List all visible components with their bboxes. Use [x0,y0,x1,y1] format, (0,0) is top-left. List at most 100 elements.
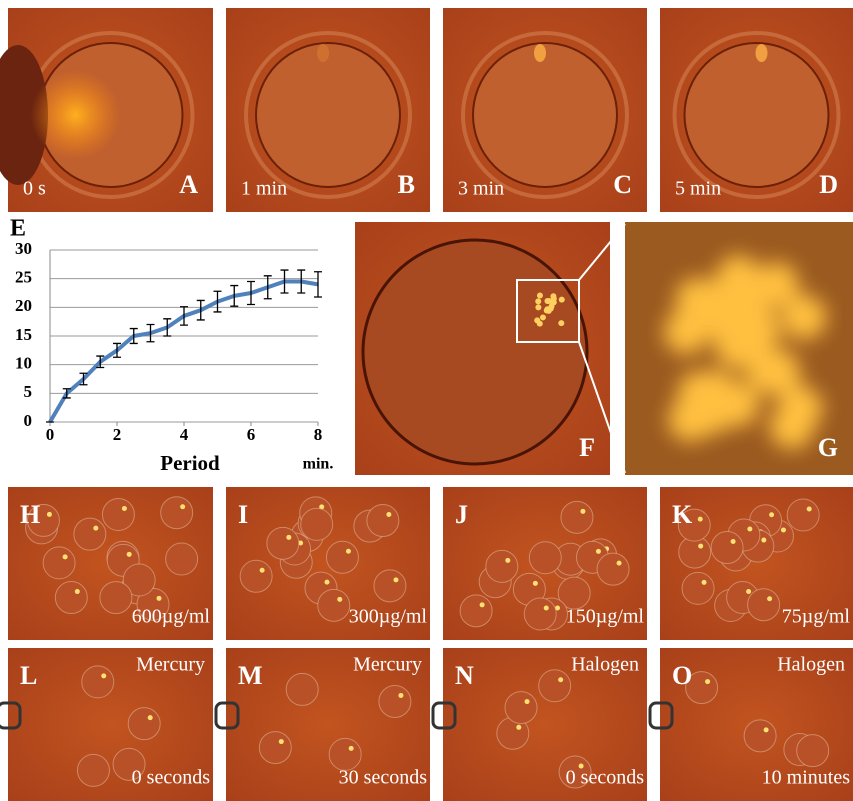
spindle [260,568,265,573]
panel-top-caption: Halogen [571,654,639,676]
panel-caption: 75µg/ml [782,606,851,628]
panel-top-caption: Halogen [777,654,845,676]
spindle [75,589,80,594]
spindle [101,673,106,678]
spindle [534,44,546,62]
oocyte [685,43,829,187]
x-tick-label: 8 [314,425,323,444]
spindle [286,535,291,540]
oocyte [43,547,75,579]
oocyte [682,572,714,604]
spindle [698,544,703,549]
oocyte [77,754,109,786]
chromosome [692,280,736,324]
panel-label: D [819,170,838,199]
panel-caption: 600µg/ml [132,606,211,628]
panel-label: J [455,500,468,529]
x-axis-unit: min. [303,456,334,473]
oocyte [82,666,114,698]
fluorescence [31,70,121,160]
spindle [480,602,485,607]
oocyte [597,553,629,585]
oocyte [473,43,617,187]
spindle [702,580,707,585]
spindle [756,44,768,62]
oocyte [318,589,350,621]
chromosome [535,304,541,310]
oocyte [267,527,299,559]
figure: A0 sB1 minC3 minD5 minEFGH600µg/mlI300µg… [0,0,853,801]
x-tick-label: 2 [113,425,122,444]
oocyte [374,570,406,602]
y-tick-label: 30 [15,239,32,258]
oocyte [561,501,593,533]
spindle [325,580,330,585]
chromosome [755,262,799,306]
spindle [580,509,585,514]
spindle [807,506,812,511]
panel-label: I [238,500,248,529]
panel-label: F [579,433,595,462]
oocyte [539,670,571,702]
spindle [533,581,538,586]
spindle [337,597,342,602]
spindle [558,677,563,682]
oocyte [128,708,160,740]
chromosome [544,298,550,304]
chromosome [537,293,543,299]
oocyte [259,732,291,764]
spindle [544,606,549,611]
spindle [393,577,398,582]
spindle [764,727,769,732]
panel-caption: 0 s [23,178,46,200]
x-axis-label: Period [160,451,220,475]
spindle [349,746,354,751]
oocyte [711,532,743,564]
data-line [50,282,318,422]
spindle [698,517,703,522]
oocyte [301,508,333,540]
panel-label: N [455,661,474,690]
oocyte [102,498,134,530]
oocyte [748,589,780,621]
panel-label: A [179,170,198,199]
panel-label: O [672,661,692,690]
oocyte [379,685,411,717]
spindle [122,506,127,511]
spindle [47,512,52,517]
spindle [157,596,162,601]
oocyte [505,692,537,724]
panel-caption: 1 min [241,178,287,200]
y-tick-label: 10 [15,354,32,373]
oocyte [486,550,518,582]
spindle [769,512,774,517]
spindle [761,538,766,543]
panel-caption: 0 seconds [566,767,645,789]
spindle [127,552,132,557]
oocyte [744,720,776,752]
panel-label: H [20,500,40,529]
oocyte [161,497,193,529]
panel-caption: 5 min [675,178,721,200]
x-tick-label: 4 [180,425,189,444]
spindle [317,44,329,62]
panel-caption: 30 seconds [339,767,428,789]
spindle [63,554,68,559]
panel-caption: 0 seconds [132,767,211,789]
chromosome [544,308,550,314]
y-tick-label: 0 [24,411,33,430]
panel-label: M [238,661,263,690]
spindle [346,549,351,554]
oocyte [529,542,561,574]
chromosome [535,298,541,304]
spindle [148,715,153,720]
chromosome [558,320,564,326]
oocyte [74,518,106,550]
chromosome [540,314,546,320]
spindle [516,725,521,730]
micrograph [355,222,610,475]
chromosome [778,386,822,430]
spindle [525,699,530,704]
oocyte [797,735,829,767]
panel-caption: 10 minutes [762,767,851,789]
